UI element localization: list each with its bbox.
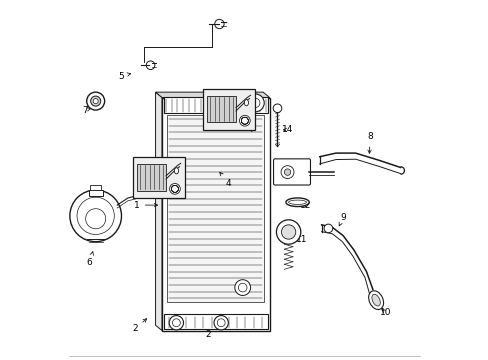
FancyBboxPatch shape (273, 159, 310, 185)
Bar (137, 164, 166, 190)
Text: 6: 6 (86, 252, 93, 267)
Circle shape (70, 190, 121, 242)
Ellipse shape (244, 100, 248, 106)
Circle shape (169, 184, 180, 194)
Bar (167, 116, 264, 302)
Text: 3: 3 (216, 116, 227, 125)
Circle shape (284, 169, 290, 175)
Circle shape (86, 92, 104, 110)
Circle shape (239, 115, 250, 126)
Circle shape (214, 19, 224, 29)
Text: 7: 7 (82, 105, 91, 114)
Text: 1: 1 (134, 201, 157, 210)
Circle shape (214, 316, 228, 330)
Ellipse shape (368, 291, 383, 310)
Circle shape (276, 220, 300, 244)
Text: 10: 10 (380, 308, 391, 317)
Text: 3: 3 (168, 190, 177, 201)
Circle shape (250, 98, 260, 108)
Bar (163, 97, 267, 113)
Text: 5: 5 (118, 72, 130, 81)
Bar (207, 95, 236, 122)
Text: 4: 4 (220, 172, 231, 188)
Circle shape (90, 96, 101, 106)
Text: 11: 11 (296, 235, 307, 244)
Bar (88, 190, 102, 196)
Polygon shape (155, 92, 269, 98)
Polygon shape (155, 92, 162, 330)
Circle shape (172, 319, 180, 327)
Text: 9: 9 (339, 213, 346, 226)
Circle shape (93, 99, 98, 104)
Circle shape (281, 225, 295, 239)
Ellipse shape (174, 168, 178, 174)
Circle shape (273, 104, 281, 113)
Text: 8: 8 (366, 132, 372, 153)
Circle shape (281, 166, 293, 179)
Circle shape (238, 283, 246, 292)
Ellipse shape (371, 294, 380, 306)
Bar (133, 157, 185, 198)
Circle shape (217, 319, 224, 327)
Text: 2: 2 (132, 319, 146, 333)
Text: 12: 12 (299, 201, 310, 210)
Circle shape (169, 316, 183, 330)
Circle shape (146, 61, 155, 69)
Text: 13: 13 (297, 174, 309, 183)
Bar (162, 98, 269, 330)
Ellipse shape (285, 198, 308, 207)
Text: 4: 4 (246, 112, 255, 134)
Circle shape (324, 224, 332, 233)
Text: 2: 2 (205, 326, 211, 339)
Bar (163, 315, 267, 329)
Bar (203, 89, 255, 130)
Bar (90, 185, 101, 190)
Circle shape (234, 280, 250, 296)
Text: 14: 14 (281, 125, 293, 134)
Circle shape (246, 94, 264, 112)
